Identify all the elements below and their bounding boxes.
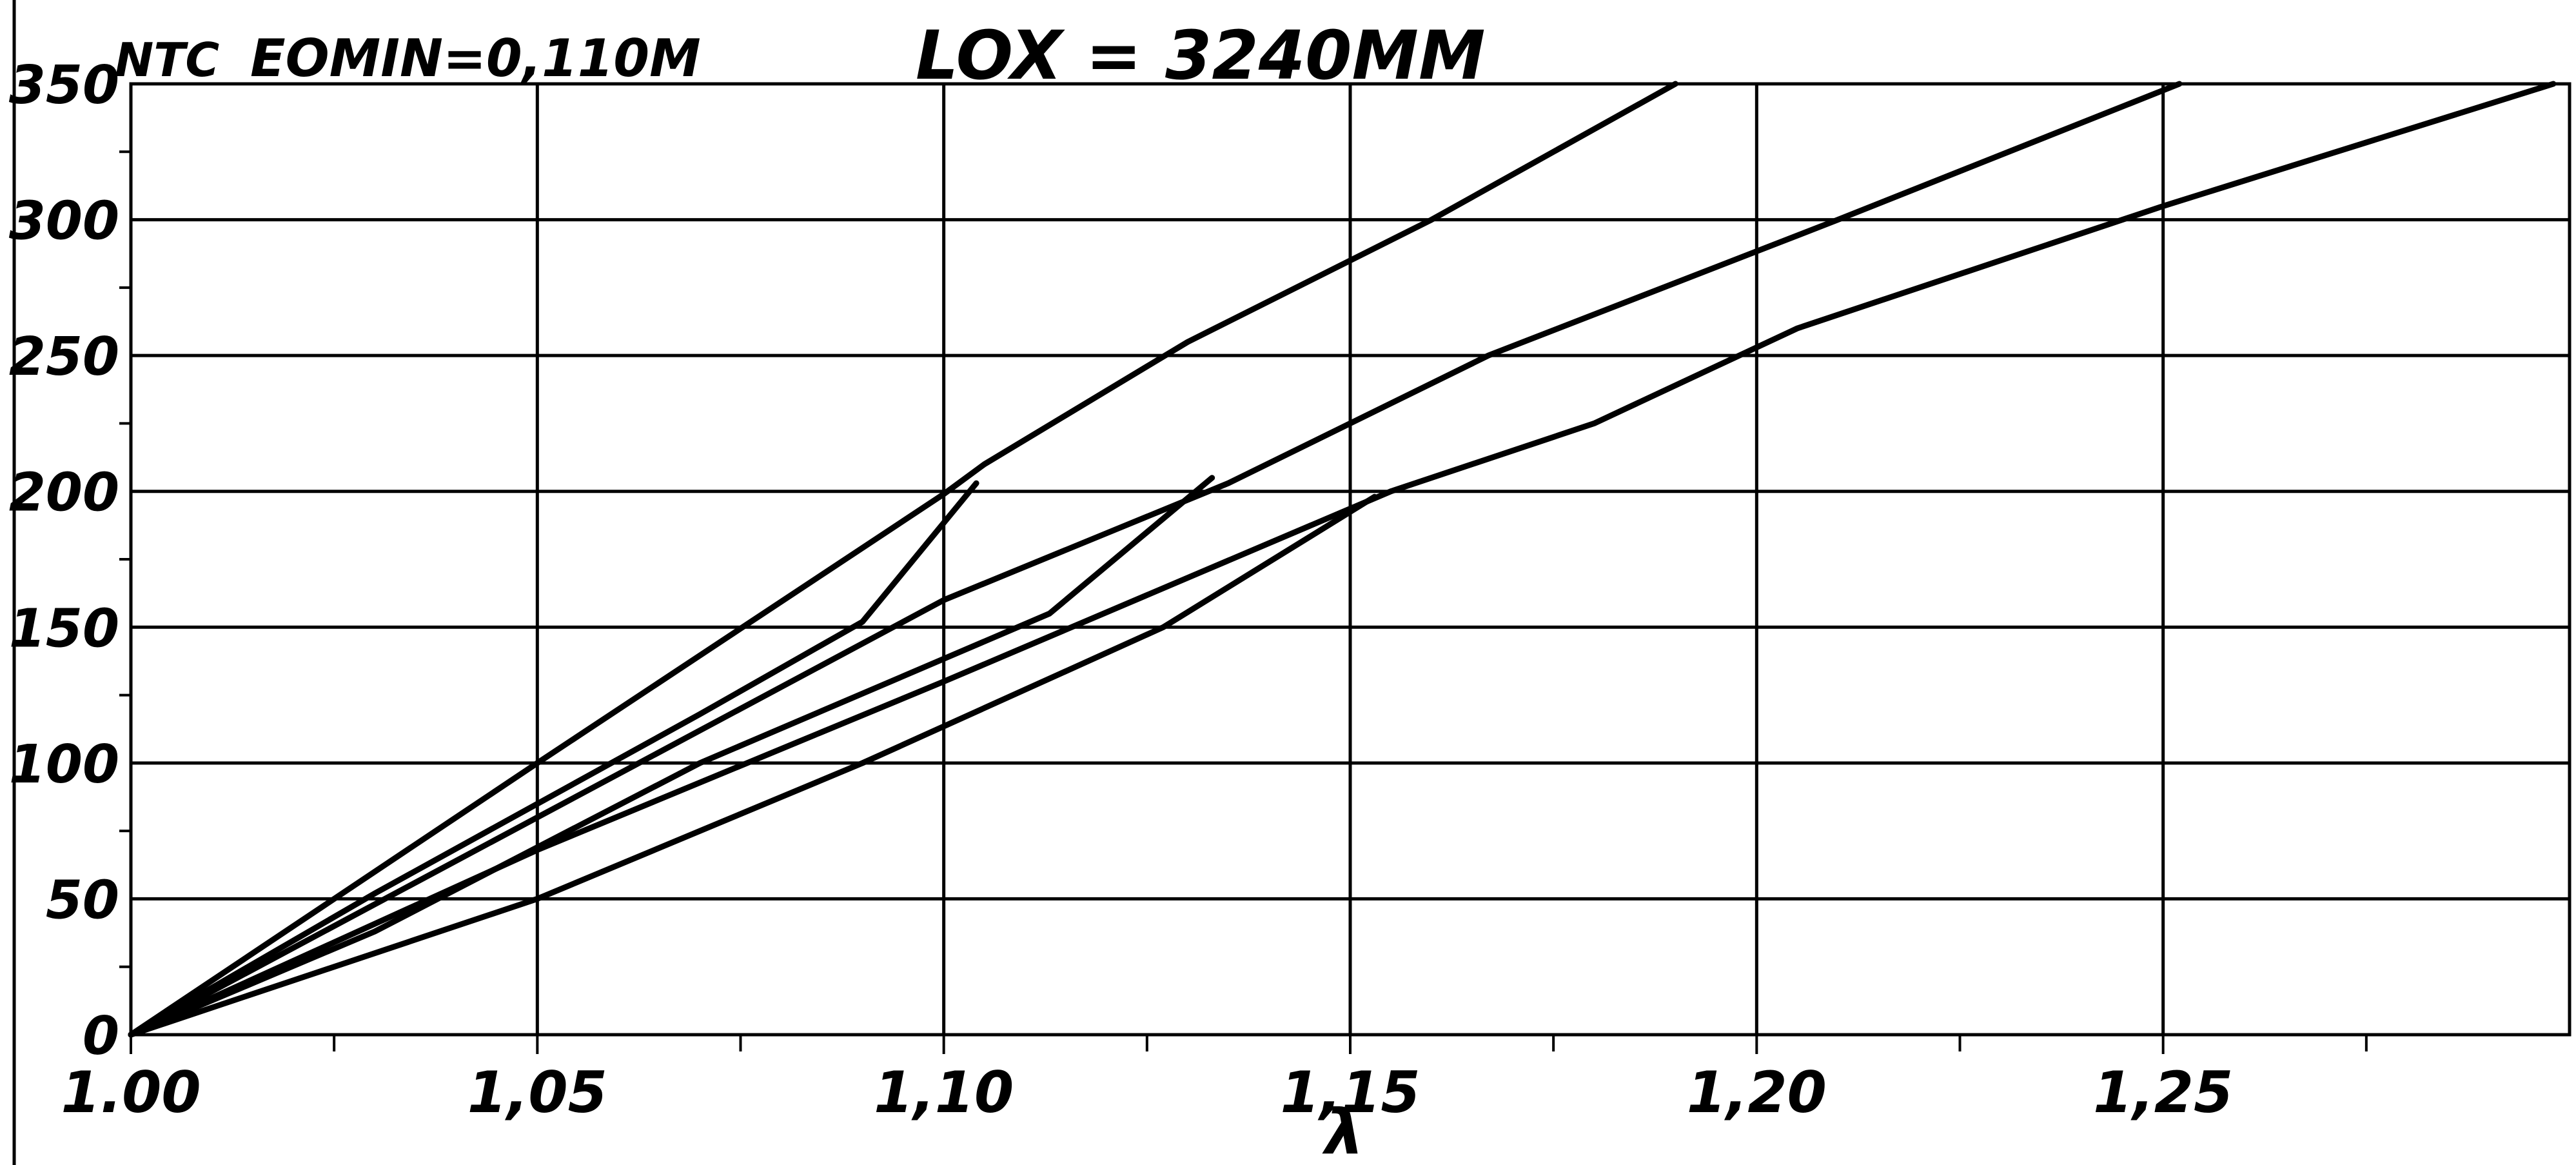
y-tick-label: 250 xyxy=(9,326,119,388)
series-line-3 xyxy=(128,81,2183,1038)
y-tick-label: 200 xyxy=(9,463,119,524)
x-tick-label: 1.00 xyxy=(61,1059,201,1126)
series-line-5 xyxy=(128,81,2557,1038)
x-tick-label: 1,20 xyxy=(1687,1059,1827,1126)
y-tick-label: 50 xyxy=(46,870,119,931)
x-tick-label: 1,25 xyxy=(2093,1059,2233,1126)
header-param-label: EOMIN=0,110M xyxy=(250,28,701,88)
labels-layer: NTC EOMIN=0,110M LOX = 3240MM λ 0 50 100 15… xyxy=(9,16,2233,1165)
series-line-1 xyxy=(128,81,1678,1038)
y-tick-label: 300 xyxy=(9,191,119,252)
series-line-2 xyxy=(128,480,979,1038)
x-axis-label: λ xyxy=(1322,1096,1364,1165)
series-line-4 xyxy=(128,475,1215,1038)
x-tick-label: 1,05 xyxy=(467,1059,607,1126)
series-layer xyxy=(128,81,2557,1038)
x-tick-label: 1,10 xyxy=(874,1059,1014,1126)
header-left-label: NTC xyxy=(115,33,219,87)
y-tick-label: 100 xyxy=(9,734,119,795)
grid-layer xyxy=(12,0,2571,1165)
chart-title: LOX = 3240MM xyxy=(916,16,1485,95)
series-line-6 xyxy=(128,493,1378,1038)
y-tick-label: 350 xyxy=(9,55,119,116)
y-tick-label: 150 xyxy=(9,598,119,659)
x-tick-label: 1,15 xyxy=(1280,1059,1420,1126)
y-tick-label: 0 xyxy=(83,1006,119,1067)
